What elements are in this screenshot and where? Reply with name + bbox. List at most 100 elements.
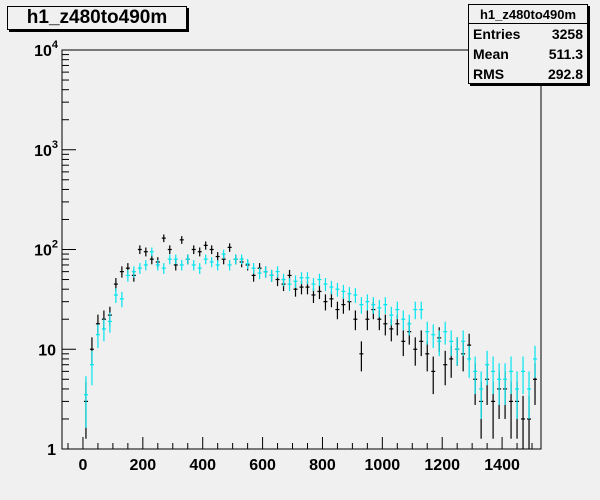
data-point (281, 273, 286, 287)
data-point (347, 287, 352, 302)
data-point (227, 243, 232, 252)
data-point (287, 278, 292, 292)
data-point (191, 245, 196, 255)
stats-box: h1_z480to490m Entries 3258 Mean 511.3 RM… (468, 4, 588, 84)
data-point (137, 263, 142, 274)
data-point (407, 314, 412, 336)
stats-mean-label: Mean (473, 46, 509, 62)
data-point (359, 297, 364, 314)
data-point (437, 330, 442, 357)
data-point (83, 376, 88, 428)
data-point (275, 266, 280, 278)
data-point (161, 263, 166, 274)
y-tick-label: 103 (34, 139, 58, 160)
data-point (401, 330, 406, 357)
data-point (149, 247, 154, 257)
y-tick-label: 104 (34, 39, 59, 60)
x-tick-label: 600 (249, 457, 276, 474)
data-point (185, 254, 190, 265)
data-point (371, 297, 376, 314)
data-point (209, 245, 214, 255)
plot-frame (61, 49, 542, 450)
data-point (335, 282, 340, 297)
data-point (119, 291, 124, 308)
data-point (227, 260, 232, 271)
data-point (335, 301, 340, 320)
data-point (269, 269, 274, 282)
data-point (443, 350, 448, 386)
data-point (431, 324, 436, 349)
data-point (197, 247, 202, 257)
data-point (167, 245, 172, 255)
data-point (461, 330, 466, 357)
data-point (521, 395, 526, 449)
data-point (377, 300, 382, 318)
data-point (329, 280, 334, 295)
x-tick-label: 400 (189, 457, 216, 474)
data-point (203, 254, 208, 265)
series-1 (83, 247, 538, 428)
data-point (215, 252, 220, 262)
data-point (431, 356, 436, 395)
data-point (425, 321, 430, 345)
data-point (413, 301, 418, 320)
data-point (239, 254, 244, 265)
data-point (317, 273, 322, 287)
data-point (131, 266, 136, 278)
data-point (311, 278, 316, 292)
data-point (509, 356, 514, 395)
data-point (533, 345, 538, 378)
y-tick-label: 102 (34, 239, 58, 260)
data-point (113, 288, 118, 304)
data-point (251, 263, 256, 274)
data-point (179, 236, 184, 244)
data-point (179, 260, 184, 271)
data-point (95, 324, 100, 349)
data-point (233, 254, 238, 265)
data-point (449, 330, 454, 357)
data-point (443, 321, 448, 345)
data-point (299, 272, 304, 285)
data-point (137, 245, 142, 255)
data-point (401, 310, 406, 331)
stats-entries-label: Entries (473, 26, 521, 42)
data-point (143, 260, 148, 271)
data-point (413, 337, 418, 366)
data-point (395, 301, 400, 320)
data-point (419, 330, 424, 357)
data-point (203, 241, 208, 250)
data-point (353, 310, 358, 331)
y-tick-label: 1 (47, 442, 56, 459)
data-point (173, 254, 178, 265)
data-point (263, 266, 268, 278)
histogram-title: h1_z480to490m (7, 6, 187, 30)
data-point (107, 312, 112, 333)
stats-row-mean: Mean 511.3 (469, 44, 587, 64)
data-point (473, 356, 478, 395)
x-tick-label: 800 (309, 457, 336, 474)
x-tick-label: 0 (79, 457, 88, 474)
stats-row-entries: Entries 3258 (469, 24, 587, 44)
data-point (245, 258, 250, 270)
data-point (467, 345, 472, 378)
x-tick-label: 1000 (365, 457, 401, 474)
y-tick-label: 10 (38, 342, 56, 359)
data-point (383, 314, 388, 336)
data-point (419, 301, 424, 320)
data-point (215, 260, 220, 271)
data-point (317, 284, 322, 300)
data-point (365, 310, 370, 331)
data-point (341, 297, 346, 314)
data-point (491, 356, 496, 395)
x-tick-label: 200 (129, 457, 156, 474)
data-point (293, 275, 298, 289)
data-point (503, 363, 508, 405)
x-tick-label: 1400 (484, 457, 520, 474)
data-point (341, 284, 346, 300)
data-point (515, 371, 520, 419)
stats-mean-value: 511.3 (548, 46, 583, 62)
data-point (353, 288, 358, 304)
data-point (155, 260, 160, 271)
data-point (455, 337, 460, 366)
